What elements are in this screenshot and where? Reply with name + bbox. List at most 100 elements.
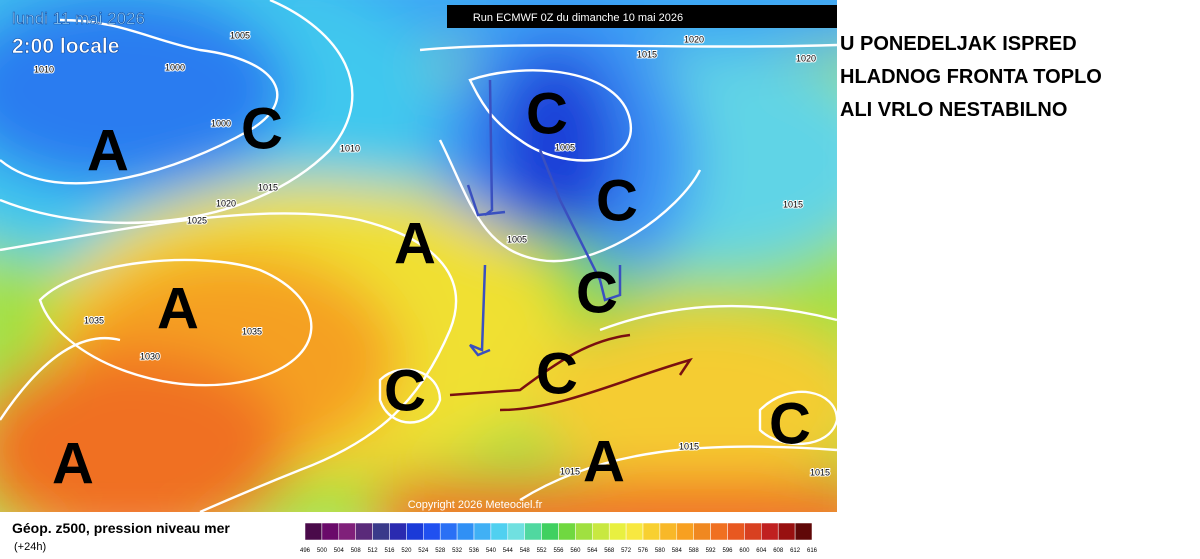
pressure-center: C	[241, 96, 283, 161]
colorbar-tick: 496	[300, 548, 311, 554]
isobar-labels: 1005 1010 1000 1000 1010 1015 1020 1025 1035 1035…	[33, 29, 831, 478]
contour	[378, 368, 442, 424]
pressure-center: C	[536, 341, 578, 406]
color-swatch	[406, 522, 424, 541]
field	[0, 0, 837, 512]
isobar-label: 1020	[684, 34, 704, 44]
color-swatch	[355, 522, 373, 541]
isobar-label: 1015	[637, 49, 657, 59]
field-yellow-2	[530, 310, 837, 490]
field-bottom	[380, 480, 837, 512]
color-swatch	[727, 522, 745, 541]
color-swatch	[507, 522, 525, 541]
color-swatch	[372, 522, 390, 541]
field-blue	[0, 0, 290, 190]
colorbar-tick: 612	[790, 548, 801, 554]
isobar-label: 1035	[84, 315, 104, 325]
contour	[468, 69, 633, 162]
warm-front	[449, 333, 631, 397]
color-swatch	[710, 522, 728, 541]
colorbar-tick: 540	[486, 548, 497, 554]
isobar-label: 1010	[34, 64, 54, 74]
colorbar-tick: 604	[756, 548, 767, 554]
color-swatch	[676, 522, 694, 541]
color-swatch	[541, 522, 559, 541]
pressure-center: A	[52, 431, 94, 496]
color-swatch	[389, 522, 407, 541]
contours	[0, 0, 837, 512]
color-swatch	[575, 522, 593, 541]
colorbar-tick: 548	[520, 548, 531, 554]
color-swatch	[625, 522, 644, 541]
contour	[0, 0, 354, 224]
colorbar-tick: 516	[384, 548, 395, 554]
color-swatch	[558, 522, 576, 541]
pressure-center: C	[596, 168, 638, 233]
pressure-center: A	[583, 429, 625, 494]
contour	[38, 258, 313, 387]
colorbar-tick: 544	[503, 548, 514, 554]
color-swatch	[524, 522, 542, 541]
colorbar: 496 500 504 508 512 516 520 524 528 532 536 540 544 5…	[300, 522, 818, 554]
isobar-label: 1030	[140, 351, 160, 361]
color-swatch	[321, 522, 340, 541]
color-swatch	[490, 522, 509, 541]
colorbar-tick: 552	[537, 548, 548, 554]
colorbar-tick: 536	[469, 548, 480, 554]
front	[469, 264, 491, 357]
colorbar-tick: 568	[604, 548, 615, 554]
color-swatch	[423, 522, 441, 541]
color-swatch	[473, 522, 492, 541]
date-label: lundi 11 mai 2026	[12, 9, 145, 28]
color-swatch	[777, 522, 796, 541]
color-swatch	[761, 522, 779, 541]
color-swatch	[659, 522, 678, 541]
color-swatch	[794, 522, 813, 541]
isobar-label: 1015	[783, 199, 803, 209]
run-box	[447, 5, 837, 28]
color-swatch	[592, 522, 610, 541]
colorbar-tick: 500	[317, 548, 328, 554]
isobar-label: 1015	[810, 467, 830, 477]
color-swatch	[338, 522, 356, 541]
colorbar-tick: 584	[672, 548, 683, 554]
color-swatch	[642, 522, 661, 541]
pressure-center: A	[394, 211, 436, 276]
field-deep	[490, 50, 620, 250]
color-swatch	[693, 522, 711, 541]
colorbar-tick: 600	[739, 548, 750, 554]
contour	[0, 18, 279, 185]
contour	[758, 390, 837, 446]
colorbar-tick: 556	[553, 548, 564, 554]
contour	[438, 139, 702, 263]
contour	[0, 336, 121, 421]
pressure-center: C	[576, 260, 618, 325]
colorbar-tick: 532	[452, 548, 463, 554]
isobar-label: 1015	[258, 182, 278, 192]
colorbar-tick: 572	[621, 548, 632, 554]
colorbar-tick: 508	[351, 548, 362, 554]
isobar-label: 1005	[555, 142, 575, 152]
front	[466, 79, 506, 217]
colorbar-tick: 580	[655, 548, 666, 554]
isobar-label: 1005	[507, 234, 527, 244]
isobar-label: 1005	[230, 30, 250, 40]
legend-title: Géop. z500, pression niveau mer	[12, 520, 230, 536]
annotation: U PONEDELJAK ISPRED HLADNOG FRONTA TOPLO A…	[840, 33, 1102, 121]
colorbar-tick: 524	[418, 548, 429, 554]
color-swatch	[304, 522, 323, 541]
colorbar-tick: 564	[587, 548, 598, 554]
annotation-line: ALI VRLO NESTABILNO	[840, 99, 1067, 121]
annotation-line: U PONEDELJAK ISPRED	[840, 33, 1077, 55]
color-swatch	[439, 522, 458, 541]
warm-front	[499, 357, 693, 412]
annotation-line: HLADNOG FRONTA TOPLO	[840, 66, 1102, 88]
color-swatch	[608, 522, 627, 541]
colorbar-tick: 560	[570, 548, 581, 554]
colorbar-tick: 576	[638, 548, 649, 554]
pressure-center: C	[526, 81, 568, 146]
